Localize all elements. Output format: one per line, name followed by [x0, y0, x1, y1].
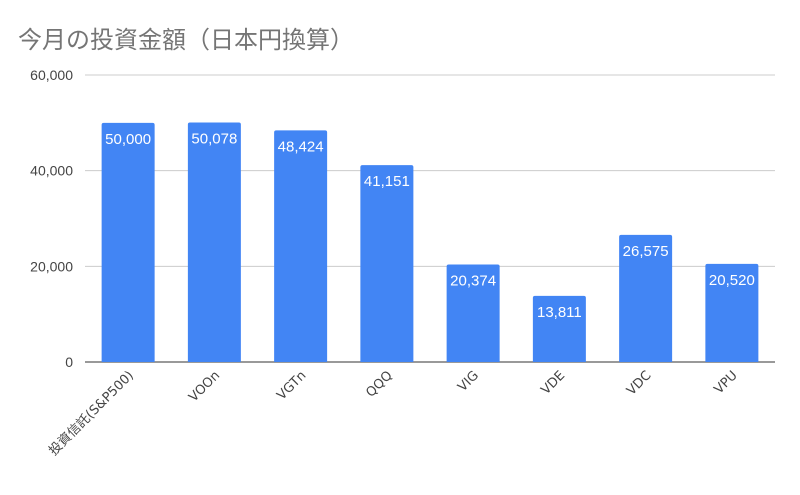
bar — [532, 295, 586, 362]
y-axis: 0 20,000 40,000 60,000 — [30, 67, 73, 370]
x-tick-label: VGTn — [274, 368, 309, 403]
bar — [446, 264, 500, 362]
y-tick-label: 20,000 — [30, 258, 73, 274]
data-labels: 50,000 50,078 48,424 41,151 20,374 13,811 26,5… — [105, 130, 755, 320]
data-label: 50,000 — [105, 131, 151, 148]
x-tick-label: VDC — [624, 368, 654, 398]
chart-title: 今月の投資金額（日本円換算） — [18, 26, 354, 54]
data-label: 50,078 — [191, 130, 237, 147]
x-tick-label: VOOn — [186, 368, 223, 405]
data-label: 48,424 — [278, 138, 324, 155]
bar — [274, 130, 328, 362]
data-label: 13,811 — [537, 304, 582, 321]
data-label: 20,374 — [450, 273, 496, 290]
bar — [187, 122, 241, 362]
x-axis: 投資信託(S&P500) VOOn VGTn QQQ VIG VDE VDC VPU — [46, 368, 741, 459]
y-tick-label: 60,000 — [30, 67, 73, 83]
y-tick-label: 0 — [65, 354, 73, 370]
bar — [705, 263, 759, 362]
x-tick-label: VIG — [455, 368, 482, 395]
bar — [619, 234, 673, 362]
x-tick-label: 投資信託(S&P500) — [46, 368, 137, 459]
data-label: 20,520 — [709, 272, 755, 289]
bar — [360, 165, 414, 362]
data-label: 41,151 — [364, 173, 410, 190]
y-tick-label: 40,000 — [30, 163, 73, 179]
x-tick-label: VPU — [712, 368, 741, 397]
x-tick-label: VDE — [538, 368, 568, 398]
bar — [101, 122, 155, 362]
bars — [101, 122, 759, 362]
x-tick-label: QQQ — [363, 368, 395, 400]
data-label: 26,575 — [623, 243, 669, 260]
